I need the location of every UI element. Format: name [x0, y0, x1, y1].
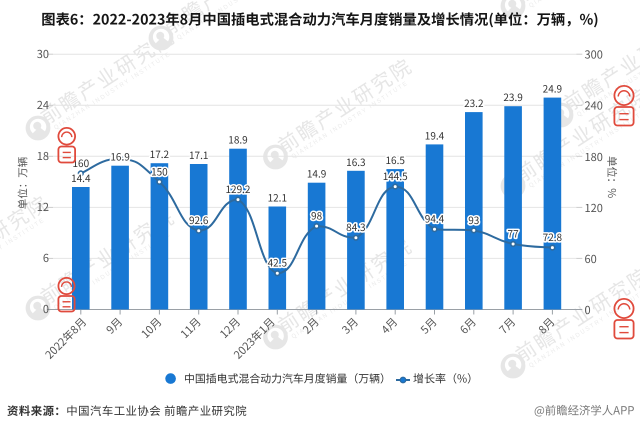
svg-text:12.1: 12.1 — [268, 190, 287, 205]
svg-text:6: 6 — [43, 250, 49, 266]
svg-text:17.1: 17.1 — [189, 147, 208, 162]
svg-text:16.5: 16.5 — [385, 152, 405, 167]
svg-text:@前瞻经济学人APP: @前瞻经济学人APP — [534, 403, 634, 419]
svg-text:资料来源：中国汽车工业协会 前瞻产业研究院: 资料来源：中国汽车工业协会 前瞻产业研究院 — [7, 403, 247, 419]
svg-text:144.5: 144.5 — [383, 168, 408, 183]
svg-text:17.2: 17.2 — [150, 146, 170, 161]
svg-text:180: 180 — [585, 149, 603, 165]
svg-text:18.9: 18.9 — [228, 132, 247, 147]
svg-text:单位：万辆: 单位：万辆 — [16, 157, 31, 210]
svg-text:0: 0 — [43, 301, 49, 317]
svg-text:60: 60 — [585, 251, 597, 267]
svg-text:24.9: 24.9 — [543, 81, 562, 96]
svg-text:增长率（%）: 增长率（%） — [413, 371, 478, 387]
svg-text:24: 24 — [37, 97, 49, 113]
svg-text:18: 18 — [37, 148, 49, 164]
svg-text:14.4: 14.4 — [71, 170, 91, 185]
svg-text:93: 93 — [468, 212, 479, 227]
svg-text:23.2: 23.2 — [464, 95, 484, 110]
svg-text:92.6: 92.6 — [189, 212, 209, 227]
svg-text:98: 98 — [311, 208, 323, 223]
svg-text:42.5: 42.5 — [268, 255, 288, 270]
svg-text:120: 120 — [585, 200, 603, 216]
svg-text:16.9: 16.9 — [110, 149, 129, 164]
svg-text:72.8: 72.8 — [543, 229, 563, 244]
svg-text:150: 150 — [151, 163, 168, 178]
svg-text:图表6：2022-2023年8月中国插电式混合动力汽车月度销: 图表6：2022-2023年8月中国插电式混合动力汽车月度销量及增长情况(单位：… — [41, 9, 598, 30]
svg-text:77: 77 — [508, 225, 520, 240]
svg-text:129.2: 129.2 — [226, 181, 251, 196]
svg-text:12: 12 — [37, 199, 49, 215]
svg-text:30: 30 — [37, 46, 49, 62]
svg-text:14.9: 14.9 — [307, 166, 326, 181]
svg-text:单位：%: 单位：% — [604, 156, 620, 198]
svg-text:19.4: 19.4 — [425, 127, 445, 142]
svg-text:中国插电式混合动力汽车月度销量（万辆）: 中国插电式混合动力汽车月度销量（万辆） — [184, 371, 391, 387]
svg-text:84.3: 84.3 — [346, 219, 365, 234]
svg-text:0: 0 — [585, 302, 591, 318]
svg-text:23.9: 23.9 — [503, 89, 522, 104]
svg-text:300: 300 — [585, 47, 603, 63]
svg-text:16.3: 16.3 — [346, 154, 365, 169]
svg-text:94.4: 94.4 — [425, 211, 445, 226]
svg-text:240: 240 — [585, 98, 603, 114]
